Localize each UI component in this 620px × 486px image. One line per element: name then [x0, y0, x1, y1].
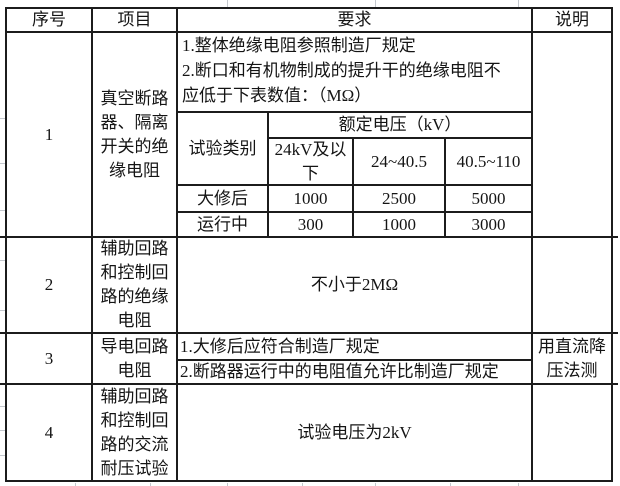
column-rule-item-req: [176, 7, 178, 482]
gridline-stub: [450, 483, 451, 486]
gridline-stub: [518, 0, 519, 7]
row2-item: 辅助回路 和控制回 路的绝缘 电阻: [100, 239, 169, 330]
header-requirement: 要求: [337, 10, 372, 29]
nested-col-header-3: 40.5~110: [456, 151, 521, 171]
nested-row2-value-1: 300: [297, 214, 324, 234]
gridline-stub: [0, 310, 5, 311]
table-outer-border: [5, 7, 613, 482]
nested-row2-value-3: 3000: [471, 214, 506, 234]
nested-col-rule-3: [444, 137, 446, 237]
row-rule-2: [0, 332, 618, 334]
row1-no: 1: [44, 124, 54, 144]
gridline-stub: [227, 483, 228, 486]
row3-req-split-rule: [177, 359, 532, 361]
nested-header-bottom-rule: [177, 184, 532, 186]
row3-note: 用直流降 压法测: [538, 336, 606, 380]
nested-row1-value-3: 5000: [471, 188, 506, 208]
row3-item: 导电回路 电阻: [100, 336, 169, 380]
row4-item: 辅助回路 和控制回 路的交流 耐压试验: [100, 386, 169, 478]
row4-requirement: 试验电压为2kV: [297, 422, 412, 442]
row2-no: 2: [44, 275, 54, 294]
nested-row-rule: [177, 211, 532, 213]
nested-row1-value-2: 2500: [382, 188, 416, 208]
gridline-stub: [0, 210, 5, 211]
row3-no: 3: [44, 348, 54, 368]
row4-no: 4: [44, 422, 54, 442]
header-note: 说明: [555, 10, 589, 29]
row-rule-header: [5, 31, 613, 33]
row-rule-1: [0, 236, 618, 238]
gridline-stub: [375, 483, 376, 486]
header-no: 序号: [32, 10, 66, 29]
row2-requirement: 不小于2MΩ: [310, 275, 399, 294]
nested-row2-label: 运行中: [197, 214, 248, 234]
nested-row1-value-1: 1000: [293, 188, 328, 208]
nested-col-header-1: 24kV及以 下: [274, 139, 347, 183]
gridline-stub: [75, 483, 76, 486]
gridline-stub: [0, 406, 5, 407]
nested-voltage-rule: [267, 137, 532, 139]
row1-item: 真空断路 器、隔离 开关的绝 缘电阻: [100, 88, 169, 180]
column-rule-req-note: [531, 7, 533, 482]
column-rule-no-item: [91, 7, 93, 482]
gridline-stub: [302, 483, 303, 486]
gridline-stub: [375, 0, 376, 7]
nested-col-header-2: 24~40.5: [371, 151, 427, 171]
gridline-stub: [0, 118, 5, 119]
header-item: 项目: [117, 10, 152, 29]
nested-col-rule-2: [352, 137, 354, 237]
row3-requirement-2: 2.断路器运行中的电阻值允许比制造厂规定: [180, 362, 499, 381]
row1-requirement-text: 1.整体绝缘电阻参照制造厂规定 2.断口和有机物制成的提升干的绝缘电阻不 应低于…: [182, 36, 501, 105]
gridline-stub: [227, 0, 228, 7]
gridline-stub: [0, 260, 5, 261]
nested-row1-label: 大修后: [197, 188, 248, 208]
row-rule-3: [0, 383, 618, 385]
nested-col-rule-1: [267, 111, 269, 237]
row3-requirement-1: 1.大修后应符合制造厂规定: [180, 336, 380, 356]
gridline-stub: [0, 455, 5, 456]
nested-row2-value-2: 1000: [382, 214, 416, 234]
nested-voltage-header: 额定电压（kV）: [338, 115, 462, 134]
nested-top-rule: [177, 111, 532, 113]
gridline-stub: [0, 430, 5, 431]
gridline-stub: [150, 483, 151, 486]
nested-category-header: 试验类别: [188, 138, 257, 158]
gridline-stub: [0, 163, 5, 164]
gridline-stub: [518, 483, 519, 486]
